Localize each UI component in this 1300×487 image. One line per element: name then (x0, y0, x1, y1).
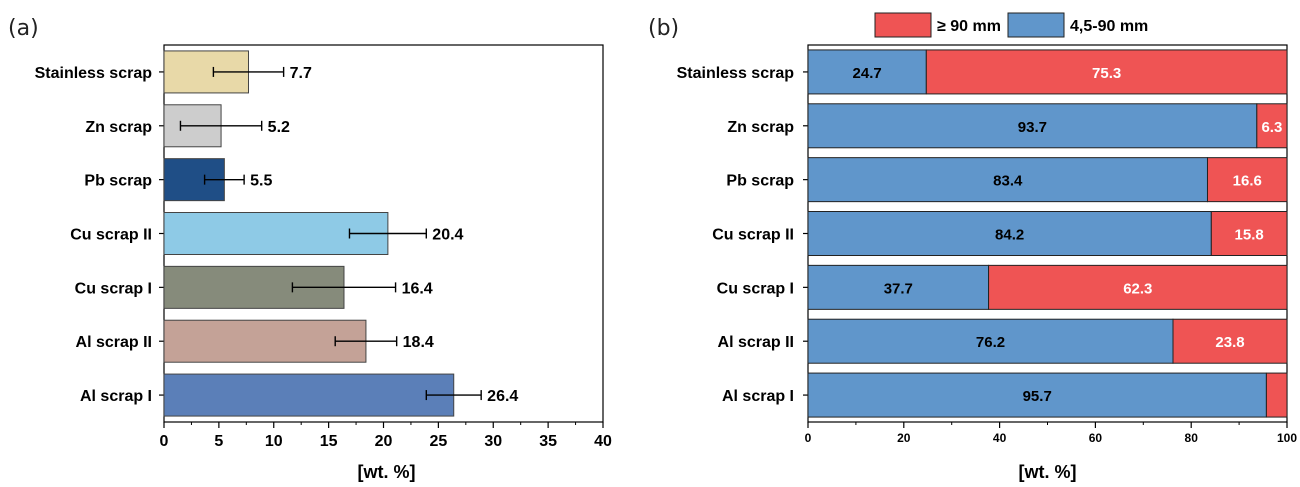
segment-4-5-90-mm-zn-scrap (807, 103, 1258, 149)
x-tick-label: 40 (993, 431, 1007, 445)
segment-label: 75.3 (1092, 65, 1121, 82)
segment-label: 95.7 (1023, 388, 1052, 405)
value-label-al-scrap-i: 26.4 (487, 388, 518, 405)
panel-b-label: (b) (648, 16, 679, 41)
category-label-stainless-scrap: Stainless scrap (35, 65, 153, 82)
x-tick-label: 25 (429, 433, 447, 450)
panel-a-label: (a) (8, 16, 39, 41)
segment-90-mm-pb-scrap (1206, 157, 1288, 203)
segment-90-mm-cu-scrap-ii (1210, 211, 1288, 256)
category-label-cu-scrap-i: Cu scrap I (75, 280, 152, 297)
segment-label: 84.2 (995, 227, 1024, 244)
panel-a-chart: Stainless scrap 7.7 Zn scrap 5.2 Pb scrap 5.5… (35, 44, 612, 482)
segment-90-mm-stainless-scrap (925, 49, 1288, 95)
x-tick-label: 15 (320, 433, 338, 450)
category-label-cu-scrap-i: Cu scrap I (717, 280, 794, 297)
value-label-pb-scrap: 5.5 (250, 173, 272, 190)
x-tick-label: 20 (897, 431, 911, 445)
category-label-cu-scrap-ii: Cu scrap II (70, 227, 152, 244)
category-label-stainless-scrap: Stainless scrap (677, 65, 795, 82)
legend-label-4-5-90-mm: 4,5-90 mm (1070, 18, 1148, 35)
segment-label: 76.2 (976, 334, 1005, 351)
x-tick-label: 40 (594, 433, 612, 450)
segment-4-5-90-mm-pb-scrap (807, 157, 1208, 203)
value-label-cu-scrap-ii: 20.4 (432, 227, 463, 244)
segment-label: 23.8 (1215, 334, 1244, 351)
segment-label: 16.6 (1233, 173, 1262, 190)
category-label-cu-scrap-ii: Cu scrap II (712, 227, 794, 244)
category-label-zn-scrap: Zn scrap (85, 119, 152, 136)
x-tick-label: 5 (214, 433, 223, 450)
x-tick-label: 0 (805, 431, 812, 445)
legend-swatch-90-mm (874, 12, 932, 38)
category-label-zn-scrap: Zn scrap (727, 119, 794, 136)
segment-4-5-90-mm-al-scrap-ii (807, 318, 1174, 364)
category-label-al-scrap-i: Al scrap I (722, 388, 794, 405)
segment-label: 62.3 (1123, 280, 1152, 297)
segment-label: 37.7 (884, 280, 913, 297)
value-label-cu-scrap-i: 16.4 (402, 280, 433, 297)
value-label-zn-scrap: 5.2 (268, 119, 290, 136)
segment-90-mm-cu-scrap-i (988, 264, 1288, 310)
category-label-al-scrap-i: Al scrap I (80, 388, 152, 405)
segment-label: 24.7 (853, 65, 882, 82)
x-tick-label: 30 (484, 433, 502, 450)
panel-b-chart: Stainless scrap 24.7 75.3 Zn scrap 93.7 6.3 Pb… (677, 12, 1297, 482)
x-tick-label: 60 (1089, 431, 1103, 445)
segment-90-mm-al-scrap-ii (1172, 318, 1288, 364)
x-axis-label: [wt. %] (358, 462, 416, 482)
bar-al-scrap-i (163, 373, 455, 417)
x-tick-label: 20 (375, 433, 393, 450)
x-tick-label: 80 (1185, 431, 1199, 445)
category-label-pb-scrap: Pb scrap (726, 173, 794, 190)
segment-label: 93.7 (1018, 119, 1047, 136)
segment-label: 6.3 (1261, 119, 1282, 136)
category-label-al-scrap-ii: Al scrap II (76, 334, 152, 351)
segment-4-5-90-mm-cu-scrap-ii (807, 211, 1212, 256)
x-tick-label: 100 (1277, 431, 1297, 445)
x-axis-label: [wt. %] (1019, 462, 1077, 482)
segment-label: 83.4 (993, 173, 1023, 190)
x-tick-label: 10 (265, 433, 283, 450)
value-label-al-scrap-ii: 18.4 (403, 334, 434, 351)
segment-90-mm-al-scrap-i (1265, 372, 1288, 418)
value-label-stainless-scrap: 7.7 (290, 65, 312, 82)
legend-swatch-4-5-90-mm (1007, 12, 1065, 38)
legend-label-90-mm: ≥ 90 mm (937, 18, 1001, 35)
segment-4-5-90-mm-al-scrap-i (807, 372, 1267, 418)
segment-90-mm-zn-scrap (1256, 103, 1288, 149)
segment-label: 15.8 (1235, 227, 1264, 244)
x-tick-label: 35 (539, 433, 557, 450)
category-label-al-scrap-ii: Al scrap II (718, 334, 794, 351)
segment-4-5-90-mm-stainless-scrap (807, 49, 927, 95)
segment-4-5-90-mm-cu-scrap-i (807, 264, 990, 310)
category-label-pb-scrap: Pb scrap (84, 173, 152, 190)
x-tick-label: 0 (160, 433, 169, 450)
